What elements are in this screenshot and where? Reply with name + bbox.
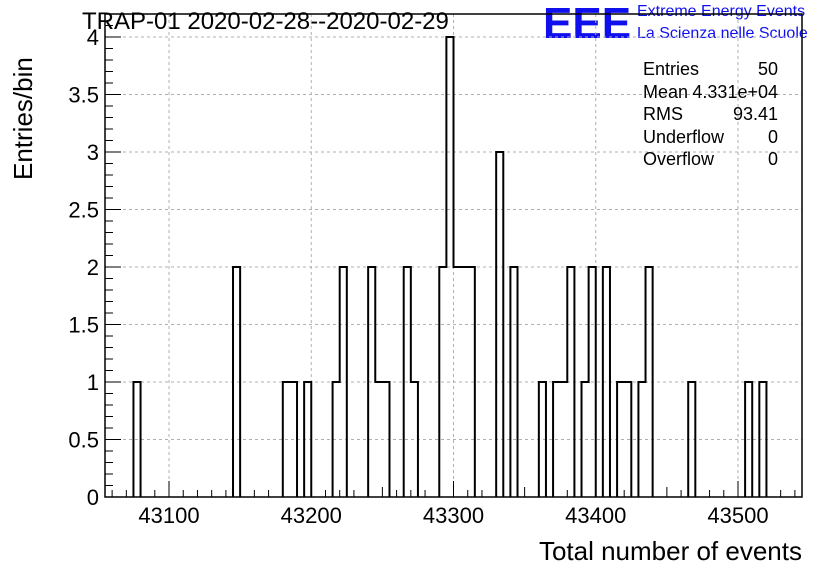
histogram-bin bbox=[283, 382, 290, 497]
y-tick-label: 1.5 bbox=[68, 313, 99, 338]
histogram-bin bbox=[454, 267, 461, 497]
logo-line-1: Extreme Energy Events bbox=[637, 3, 806, 20]
histogram-bin bbox=[411, 382, 418, 497]
chart-title: TRAP-01 2020-02-28--2020-02-29 bbox=[82, 8, 449, 35]
stats-row-entries: Entries 50 bbox=[640, 58, 782, 81]
histogram-bin bbox=[304, 382, 311, 497]
x-tick-label: 43100 bbox=[138, 503, 199, 528]
histogram-bin bbox=[375, 382, 382, 497]
stats-row-rms: RMS 93.41 bbox=[640, 103, 782, 126]
histogram-bin bbox=[553, 382, 560, 497]
x-tick-label: 43500 bbox=[707, 503, 768, 528]
stats-value: 0 bbox=[767, 126, 778, 147]
y-tick-label: 4 bbox=[87, 25, 99, 50]
histogram-bin bbox=[496, 152, 503, 497]
x-axis-label: Total number of events bbox=[538, 536, 802, 566]
histogram-bin bbox=[567, 267, 574, 497]
histogram-bin bbox=[468, 267, 475, 497]
stats-box: Entries 50 Mean 4.331e+04 RMS 93.41 Unde… bbox=[640, 58, 782, 171]
stats-value: 93.41 bbox=[732, 104, 778, 124]
histogram-bin bbox=[368, 267, 375, 497]
histogram-bin bbox=[603, 267, 610, 497]
x-tick-label: 43300 bbox=[423, 503, 484, 528]
histogram-bin bbox=[510, 267, 517, 497]
histogram-bin bbox=[582, 382, 589, 497]
histogram-bin bbox=[688, 382, 695, 497]
stats-row-overflow: Overflow 0 bbox=[640, 148, 782, 171]
y-tick-label: 2.5 bbox=[68, 198, 99, 223]
y-tick-label: 0 bbox=[87, 485, 99, 510]
histogram-bin bbox=[539, 382, 546, 497]
x-tick-label: 43200 bbox=[281, 503, 342, 528]
stats-key: Entries bbox=[643, 59, 700, 79]
stats-key: Overflow bbox=[643, 149, 715, 169]
histogram-bin bbox=[646, 267, 653, 497]
histogram-bin bbox=[759, 382, 766, 497]
y-tick-label: 2 bbox=[87, 255, 99, 280]
y-tick-label: 1 bbox=[87, 370, 99, 395]
x-tick-label: 43400 bbox=[565, 503, 626, 528]
histogram-bin bbox=[560, 382, 567, 497]
stats-key: RMS bbox=[643, 104, 683, 124]
logo-line-2: La Scienza nelle Scuole bbox=[637, 25, 808, 42]
y-tick-label: 3 bbox=[87, 140, 99, 165]
histogram-bin bbox=[589, 267, 596, 497]
stats-value: 0 bbox=[767, 149, 778, 169]
stats-value: 4.331e+04 bbox=[692, 81, 778, 102]
histogram-bin bbox=[233, 267, 240, 497]
stats-key: Mean bbox=[643, 81, 689, 102]
histogram-bin bbox=[638, 382, 645, 497]
histogram-bin bbox=[290, 382, 297, 497]
y-axis-label: Entries/bin bbox=[8, 57, 38, 180]
histogram-bin bbox=[382, 382, 389, 497]
histogram-bin bbox=[461, 267, 468, 497]
histogram-outline bbox=[132, 36, 768, 497]
histogram-bin bbox=[446, 37, 453, 497]
histogram-bin bbox=[340, 267, 347, 497]
histogram-bin bbox=[404, 267, 411, 497]
histogram-bin bbox=[617, 382, 624, 497]
histogram-bin bbox=[333, 382, 340, 497]
stats-row-mean: Mean 4.331e+04 bbox=[640, 81, 782, 104]
histogram-bin bbox=[439, 267, 446, 497]
histogram-bin bbox=[133, 382, 140, 497]
y-tick-label: 0.5 bbox=[68, 428, 99, 453]
histogram-bin bbox=[624, 382, 631, 497]
stats-row-underflow: Underflow 0 bbox=[640, 126, 782, 149]
stats-value: 50 bbox=[757, 59, 778, 79]
histogram-bin bbox=[745, 382, 752, 497]
y-tick-label: 3.5 bbox=[68, 83, 99, 108]
stats-key: Underflow bbox=[643, 126, 725, 147]
